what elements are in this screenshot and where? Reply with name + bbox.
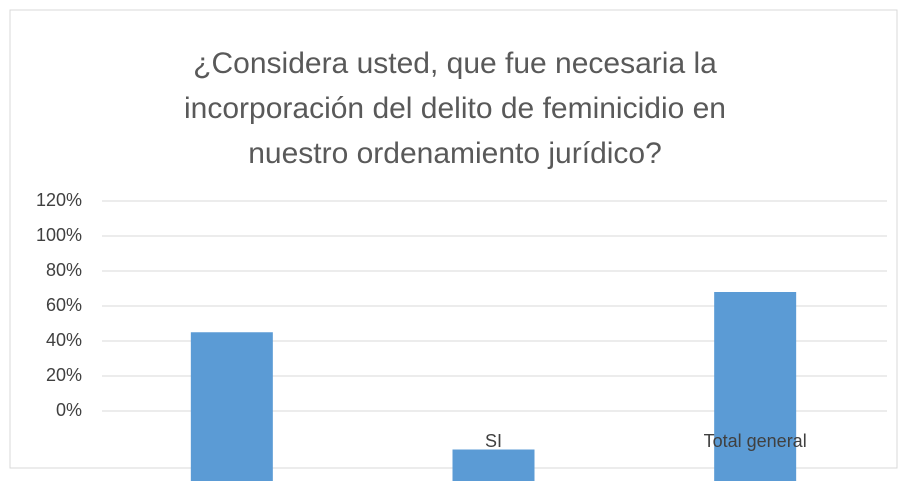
y-tick-label: 100% xyxy=(36,225,82,245)
y-tick-label: 60% xyxy=(46,295,82,315)
y-tick-label: 120% xyxy=(36,190,82,210)
y-tick-label: 0% xyxy=(56,400,82,420)
bar xyxy=(714,292,797,481)
y-tick-label: 20% xyxy=(46,365,82,385)
y-tick-label: 40% xyxy=(46,330,82,350)
chart-title-line: incorporación del delito de feminicidio … xyxy=(184,92,726,125)
chart-title-line: ¿Considera usted, que fue necesaria la xyxy=(193,47,717,80)
bar xyxy=(190,332,273,481)
y-tick-label: 80% xyxy=(46,260,82,280)
bar xyxy=(452,449,535,481)
x-tick-label: Total general xyxy=(704,431,807,451)
x-tick-label: SI xyxy=(485,431,502,451)
chart-title-line: nuestro ordenamiento jurídico? xyxy=(248,137,662,170)
